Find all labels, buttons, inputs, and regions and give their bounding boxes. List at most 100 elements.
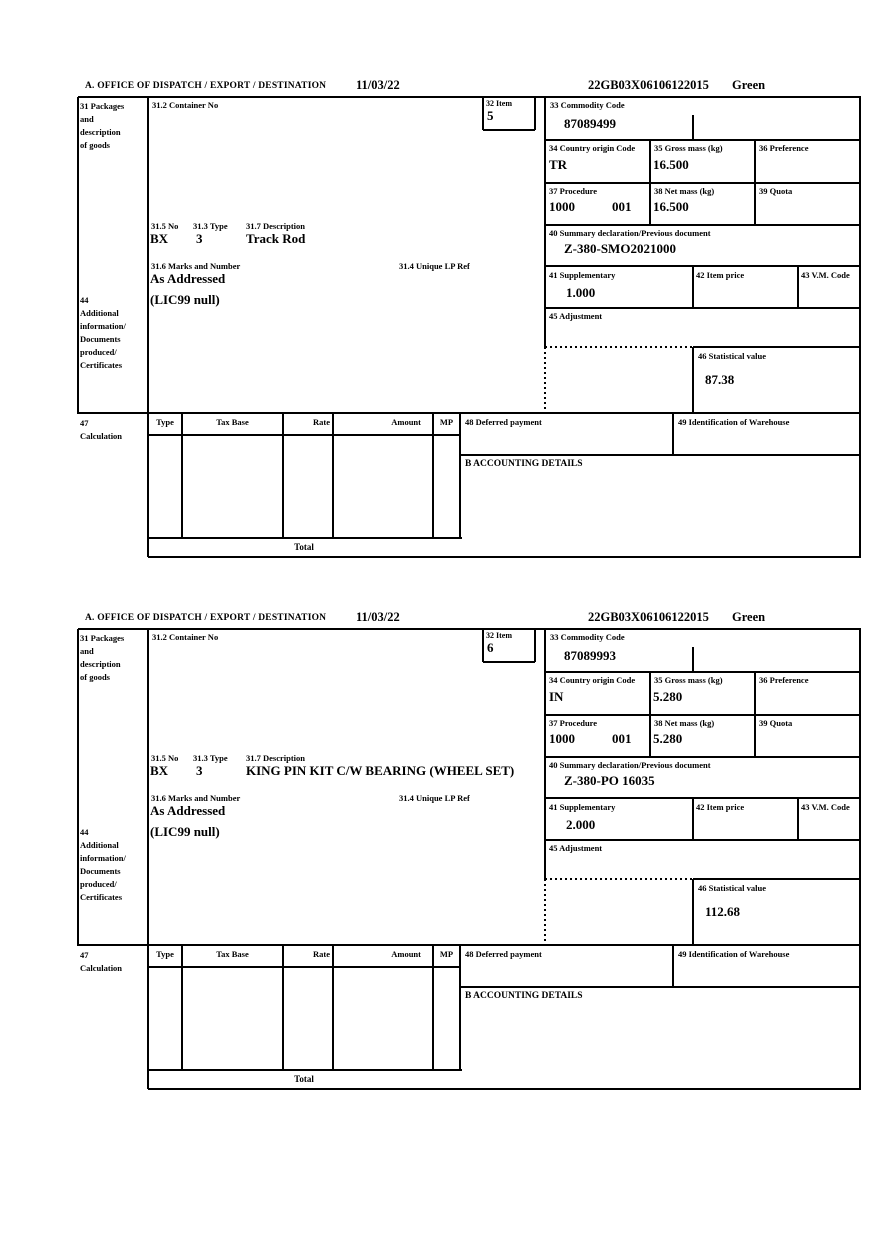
box44-label-line: 44 xyxy=(80,827,89,837)
box44-label-line: Documents xyxy=(80,866,121,876)
package-no-value: BX xyxy=(150,763,169,778)
commodity-code-label: 33 Commodity Code xyxy=(550,100,625,110)
gross-mass-value: 16.500 xyxy=(653,157,689,172)
warehouse-id-label: 49 Identification of Warehouse xyxy=(678,417,790,427)
calc-col-amount-header: Amount xyxy=(391,417,421,427)
procedure-label: 37 Procedure xyxy=(549,718,598,728)
package-type-value: 3 xyxy=(196,763,203,778)
declaration-item-section: A. OFFICE OF DISPATCH / EXPORT / DESTINA… xyxy=(0,0,882,560)
box44-label-line: Documents xyxy=(80,334,121,344)
container-no-label: 31.2 Container No xyxy=(152,632,219,642)
package-type-value: 3 xyxy=(196,231,203,246)
box44-label-line: 44 xyxy=(80,295,89,305)
country-origin-label: 34 Country origin Code xyxy=(549,143,636,153)
form-grid-lines xyxy=(77,628,861,1090)
box44-label-line: information/ xyxy=(80,321,126,331)
box44-label-line: Certificates xyxy=(80,892,123,902)
previous-document-value: Z-380-PO 16035 xyxy=(564,773,655,788)
vm-code-label: 43 V.M. Code xyxy=(801,270,850,280)
unique-lp-ref-label: 31.4 Unique LP Ref xyxy=(399,261,470,271)
box44-label-line: Additional xyxy=(80,308,119,318)
deferred-payment-label: 48 Deferred payment xyxy=(465,417,542,427)
routing-status: Green xyxy=(732,610,766,624)
deferred-payment-label: 48 Deferred payment xyxy=(465,949,542,959)
quota-label: 39 Quota xyxy=(759,718,793,728)
calc-col-rate-header: Rate xyxy=(313,949,330,959)
additional-information-value: (LIC99 null) xyxy=(150,824,220,839)
accounting-details-label: B ACCOUNTING DETAILS xyxy=(465,459,583,469)
commodity-code-value: 87089499 xyxy=(564,116,616,131)
box31-label-line: of goods xyxy=(80,140,110,150)
goods-description-label: 31.7 Description xyxy=(246,221,306,231)
statistical-value-value: 87.38 xyxy=(705,372,735,387)
calc-col-type-header: Type xyxy=(156,949,174,959)
marks-and-number-value: As Addressed xyxy=(150,271,226,286)
declaration-date: 11/03/22 xyxy=(356,610,400,624)
procedure-label: 37 Procedure xyxy=(549,186,598,196)
package-type-label: 31.3 Type xyxy=(193,753,228,763)
goods-description-label: 31.7 Description xyxy=(246,753,306,763)
box47-label-line: 47 xyxy=(80,950,89,960)
calc-col-rate-header: Rate xyxy=(313,417,330,427)
adjustment-label: 45 Adjustment xyxy=(549,843,603,853)
previous-document-label: 40 Summary declaration/Previous document xyxy=(549,760,711,770)
box44-label-line: Certificates xyxy=(80,360,123,370)
calc-total-label: Total xyxy=(294,542,314,552)
gross-mass-label: 35 Gross mass (kg) xyxy=(654,143,723,153)
net-mass-value: 5.280 xyxy=(653,731,683,746)
commodity-code-value: 87089993 xyxy=(564,648,616,663)
supplementary-units-value: 1.000 xyxy=(566,285,596,300)
goods-description-value: KING PIN KIT C/W BEARING (WHEEL SET) xyxy=(246,763,515,778)
box31-label-line: description xyxy=(80,127,121,137)
box31-label-line: 31 Packages xyxy=(80,633,125,643)
box31-label-line: and xyxy=(80,646,94,656)
box31-label-line: 31 Packages xyxy=(80,101,125,111)
box44-label-line: information/ xyxy=(80,853,126,863)
gross-mass-value: 5.280 xyxy=(653,689,683,704)
country-origin-value: IN xyxy=(549,689,564,704)
package-no-label: 31.5 No xyxy=(151,753,179,763)
calc-col-amount-header: Amount xyxy=(391,949,421,959)
box44-label-line: produced/ xyxy=(80,879,117,889)
unique-lp-ref-label: 31.4 Unique LP Ref xyxy=(399,793,470,803)
procedure-code-2-value: 001 xyxy=(612,731,632,746)
item-number-value: 5 xyxy=(487,108,494,123)
country-origin-label: 34 Country origin Code xyxy=(549,675,636,685)
preference-label: 36 Preference xyxy=(759,143,809,153)
item-number-label: 32 Item xyxy=(486,99,512,108)
calc-col-type-header: Type xyxy=(156,417,174,427)
marks-and-number-label: 31.6 Marks and Number xyxy=(151,261,241,271)
marks-and-number-value: As Addressed xyxy=(150,803,226,818)
box31-label-line: and xyxy=(80,114,94,124)
marks-and-number-label: 31.6 Marks and Number xyxy=(151,793,241,803)
procedure-code-2-value: 001 xyxy=(612,199,632,214)
box44-additional-info-label: 44 Additional information/ Documents pro… xyxy=(80,826,126,904)
container-no-label: 31.2 Container No xyxy=(152,100,219,110)
box31-packages-label: 31 Packages and description of goods xyxy=(80,100,124,152)
box44-label-line: Additional xyxy=(80,840,119,850)
procedure-code-value: 1000 xyxy=(549,731,575,746)
preference-label: 36 Preference xyxy=(759,675,809,685)
office-of-dispatch-label: A. OFFICE OF DISPATCH / EXPORT / DESTINA… xyxy=(85,81,327,91)
statistical-value-value: 112.68 xyxy=(705,904,741,919)
box31-label-line: of goods xyxy=(80,672,110,682)
procedure-code-value: 1000 xyxy=(549,199,575,214)
calc-col-tax-base-header: Tax Base xyxy=(216,949,249,959)
accounting-details-label: B ACCOUNTING DETAILS xyxy=(465,991,583,1001)
calc-total-label: Total xyxy=(294,1074,314,1084)
box47-calculation-label: 47 Calculation xyxy=(80,949,122,975)
gross-mass-label: 35 Gross mass (kg) xyxy=(654,675,723,685)
goods-description-value: Track Rod xyxy=(246,231,306,246)
routing-status: Green xyxy=(732,78,766,92)
previous-document-label: 40 Summary declaration/Previous document xyxy=(549,228,711,238)
quota-label: 39 Quota xyxy=(759,186,793,196)
calc-col-tax-base-header: Tax Base xyxy=(216,417,249,427)
item-price-label: 42 Item price xyxy=(696,270,745,280)
country-origin-value: TR xyxy=(549,157,568,172)
declaration-item-section: A. OFFICE OF DISPATCH / EXPORT / DESTINA… xyxy=(0,532,882,1092)
item-number-value: 6 xyxy=(487,640,494,655)
net-mass-label: 38 Net mass (kg) xyxy=(654,718,715,728)
box47-calculation-label: 47 Calculation xyxy=(80,417,122,443)
supplementary-units-label: 41 Supplementary xyxy=(549,802,616,812)
